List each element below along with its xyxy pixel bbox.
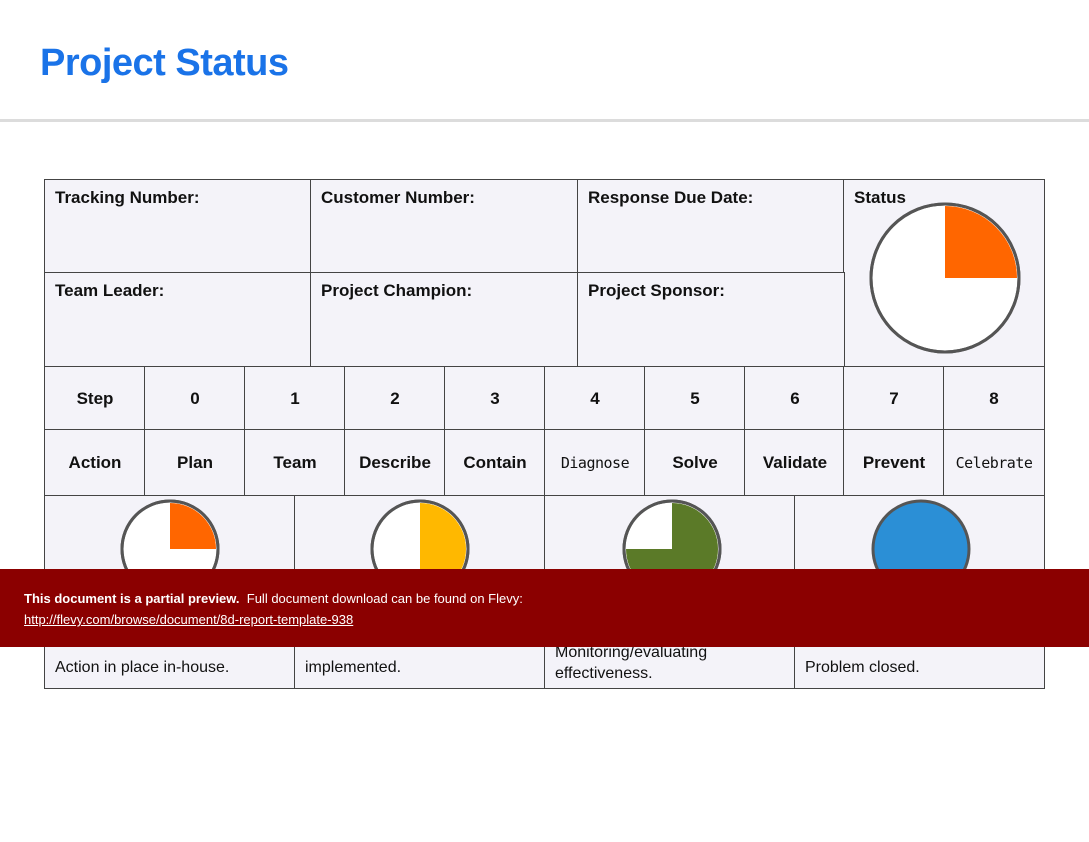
action-team: Team [244, 429, 346, 497]
project-sponsor-label: Project Sponsor: [588, 281, 725, 300]
banner-message: This document is a partial preview. Full… [24, 591, 523, 606]
banner-bold-text: This document is a partial preview. [24, 591, 240, 606]
main-status-pie [869, 202, 1021, 354]
action-solve: Solve [644, 429, 746, 497]
action-prevent: Prevent [843, 429, 945, 497]
step-number-3: 3 [444, 366, 546, 431]
page-title: Project Status [40, 42, 289, 84]
step-number-2: 2 [344, 366, 446, 431]
status-label: Status [854, 188, 906, 207]
project-sponsor-cell[interactable]: Project Sponsor: [577, 272, 845, 368]
status-pie-quarter-slice [170, 503, 216, 549]
step-number-6: 6 [744, 366, 846, 431]
banner-download-link[interactable]: http://flevy.com/browse/document/8d-repo… [24, 612, 354, 627]
status-level-1-description: Action in place in-house. [55, 659, 230, 676]
status-level-3-description: Monitoring/evaluating effectiveness. [555, 642, 707, 684]
team-leader-cell[interactable]: Team Leader: [44, 272, 312, 368]
action-validate: Validate [744, 429, 846, 497]
project-champion-label: Project Champion: [321, 281, 473, 300]
step-header: Step [44, 366, 146, 431]
response-due-date-label: Response Due Date: [588, 188, 754, 207]
team-leader-label: Team Leader: [55, 281, 165, 300]
status-level-3-description-line1: Monitoring/evaluating [555, 644, 708, 661]
step-number-4: 4 [544, 366, 646, 431]
preview-banner: This document is a partial preview. Full… [0, 569, 1089, 647]
project-champion-cell[interactable]: Project Champion: [310, 272, 578, 368]
action-celebrate: Celebrate [943, 429, 1045, 497]
header-divider [0, 119, 1089, 122]
action-plan: Plan [144, 429, 246, 497]
action-describe: Describe [344, 429, 446, 497]
status-cell: Status [843, 179, 1045, 368]
tracking-number-cell[interactable]: Tracking Number: [44, 179, 312, 274]
step-number-0: 0 [144, 366, 246, 431]
customer-number-label: Customer Number: [321, 188, 475, 207]
status-level-3-description-line2: effectiveness. [555, 665, 653, 682]
step-number-7: 7 [843, 366, 945, 431]
customer-number-cell[interactable]: Customer Number: [310, 179, 578, 274]
step-number-8: 8 [943, 366, 1045, 431]
banner-text: Full document download can be found on F… [246, 591, 523, 606]
action-header: Action [44, 429, 146, 497]
tracking-number-label: Tracking Number: [55, 188, 200, 207]
main-status-pie-slice [945, 206, 1017, 278]
status-level-4-description: Problem closed. [805, 659, 920, 676]
step-number-1: 1 [244, 366, 346, 431]
action-contain: Contain [444, 429, 546, 497]
action-diagnose: Diagnose [544, 429, 646, 497]
step-number-5: 5 [644, 366, 746, 431]
status-level-2-description: implemented. [305, 659, 402, 676]
response-due-date-cell[interactable]: Response Due Date: [577, 179, 845, 274]
